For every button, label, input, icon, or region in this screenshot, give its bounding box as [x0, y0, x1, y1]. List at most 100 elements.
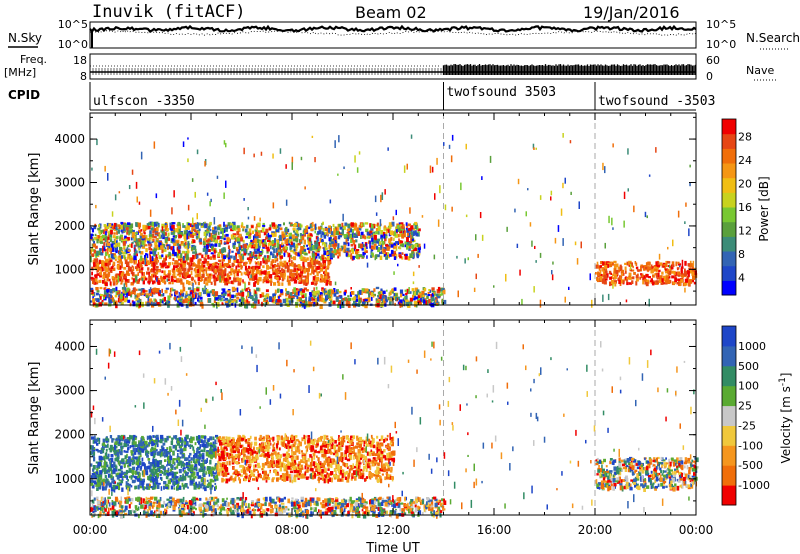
range-gate-cell — [99, 223, 102, 226]
range-gate-cell — [159, 473, 162, 476]
range-gate-cell — [378, 300, 381, 303]
range-gate-cell — [148, 246, 152, 251]
range-gate-cell — [408, 247, 411, 251]
range-gate-cell — [372, 294, 375, 298]
range-gate-cell — [629, 262, 633, 267]
range-gate-cell — [551, 274, 554, 281]
range-gate-cell — [247, 231, 250, 235]
range-gate-cell — [275, 271, 278, 277]
range-gate-cell — [264, 273, 268, 279]
range-gate-cell — [210, 243, 214, 248]
range-gate-cell — [247, 245, 249, 250]
range-gate-cell — [676, 267, 680, 270]
range-gate-cell — [679, 279, 683, 283]
range-gate-cell — [231, 300, 234, 303]
range-gate-cell — [187, 287, 192, 290]
range-gate-cell — [222, 247, 226, 251]
range-gate-cell — [91, 290, 94, 295]
range-gate-cell — [177, 480, 180, 485]
range-gate-cell — [602, 294, 604, 302]
range-gate-cell — [141, 257, 144, 261]
range-gate-cell — [206, 261, 210, 265]
range-gate-cell — [155, 193, 158, 199]
range-gate-cell — [293, 263, 296, 268]
range-gate-cell — [623, 220, 625, 228]
range-gate-cell — [192, 471, 196, 476]
range-gate-cell — [399, 299, 403, 304]
range-gate-cell — [109, 294, 112, 299]
range-gate-cell — [242, 239, 245, 243]
range-gate-cell — [167, 254, 170, 258]
range-gate-cell — [370, 293, 373, 297]
range-gate-cell — [125, 272, 128, 276]
range-gate-cell — [642, 267, 646, 271]
noise-left-tick-bottom: 10^0 — [58, 38, 88, 51]
range-gate-cell — [120, 250, 124, 253]
range-gate-cell — [191, 224, 195, 227]
range-gate-cell — [151, 273, 155, 276]
range-gate-cell — [481, 234, 484, 241]
range-gate-cell — [121, 478, 124, 481]
range-gate-cell — [314, 275, 317, 280]
range-gate-cell — [671, 261, 675, 266]
range-gate-cell — [377, 227, 381, 231]
range-gate-cell — [677, 263, 682, 266]
range-gate-cell — [243, 198, 245, 201]
range-gate-cell — [121, 264, 123, 269]
range-gate-cell — [318, 256, 321, 259]
range-gate-cell — [281, 268, 284, 271]
range-gate-cell — [194, 248, 197, 253]
range-gate-cell — [360, 231, 364, 236]
range-gate-cell — [190, 265, 192, 269]
range-gate-cell — [171, 229, 174, 234]
range-gate-cell — [435, 299, 437, 303]
range-gate-cell — [114, 295, 118, 298]
range-gate-cell — [628, 264, 631, 267]
range-gate-cell — [269, 266, 272, 270]
range-gate-cell — [603, 281, 607, 285]
range-gate-cell — [116, 482, 120, 486]
range-gate-cell — [162, 278, 166, 282]
range-gate-cell — [155, 244, 159, 250]
range-gate-cell — [178, 267, 181, 272]
range-gate-cell — [306, 225, 309, 229]
range-gate-cell — [98, 437, 101, 443]
range-gate-cell — [197, 450, 201, 454]
range-gate-cell — [233, 274, 236, 278]
range-gate-cell — [651, 280, 655, 284]
range-gate-cell — [337, 255, 340, 259]
range-gate-cell — [275, 248, 278, 253]
range-gate-cell — [163, 303, 167, 306]
range-gate-cell — [314, 157, 316, 163]
range-gate-cell — [617, 269, 621, 273]
range-gate-cell — [331, 289, 335, 294]
range-gate-cell — [248, 289, 251, 293]
range-gate-cell — [227, 281, 230, 284]
range-gate-cell — [576, 258, 579, 265]
range-gate-cell — [354, 155, 356, 163]
range-gate-cell — [175, 268, 179, 272]
range-gate-cell — [109, 448, 113, 453]
range-gate-cell — [244, 283, 246, 290]
range-gate-cell — [317, 236, 319, 242]
range-gate-cell — [122, 241, 126, 246]
range-gate-cell — [444, 204, 447, 211]
range-gate-cell — [119, 460, 123, 464]
range-gate-cell — [204, 240, 207, 245]
range-gate-cell — [332, 223, 335, 227]
range-gate-cell — [153, 265, 156, 271]
range-gate-cell — [626, 281, 629, 286]
range-gate-cell — [99, 294, 103, 297]
range-gate-cell — [140, 465, 143, 469]
range-gate-cell — [122, 227, 126, 232]
range-gate-cell — [324, 275, 328, 280]
range-gate-cell — [111, 276, 115, 279]
range-gate-cell — [150, 273, 153, 278]
range-gate-cell — [370, 255, 372, 258]
range-gate-cell — [295, 236, 298, 239]
range-gate-cell — [362, 234, 365, 239]
range-gate-cell — [122, 271, 124, 274]
range-gate-cell — [313, 290, 317, 296]
range-gate-cell — [414, 230, 417, 235]
range-gate-cell — [148, 271, 150, 277]
